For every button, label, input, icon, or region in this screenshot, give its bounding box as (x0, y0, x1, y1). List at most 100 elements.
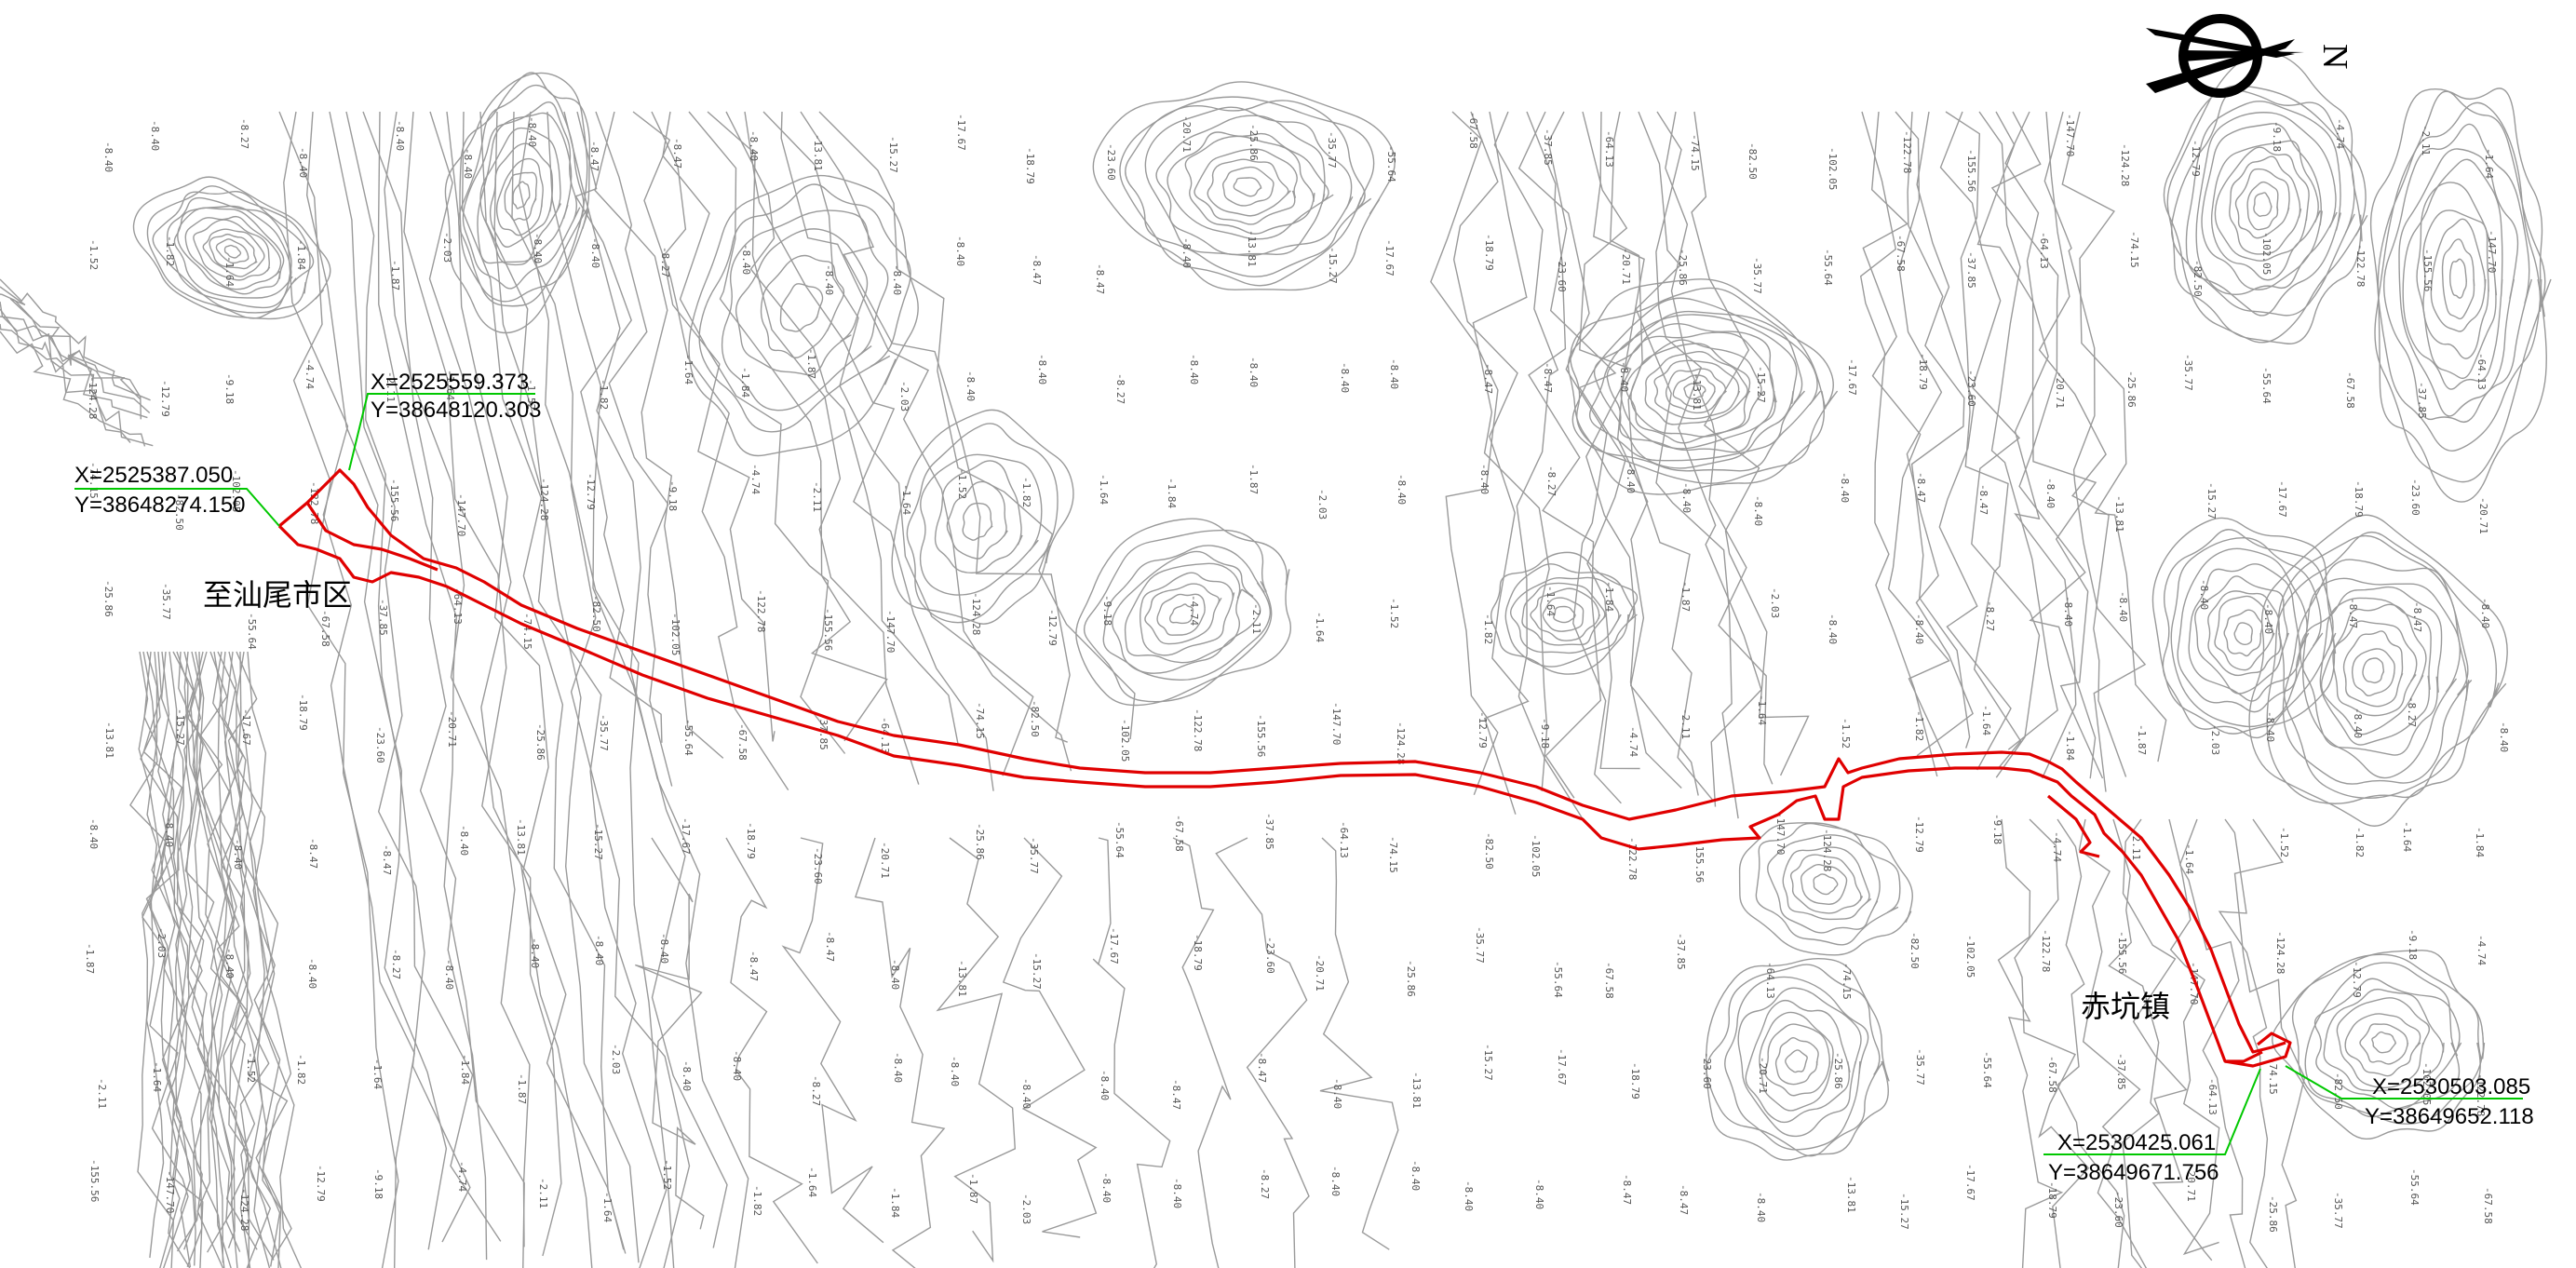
contour-hill-12-4 (2336, 997, 2431, 1089)
contour-hill-8-3 (1144, 583, 1222, 645)
elevation-label: -35.77 (160, 583, 172, 620)
contour-westmid-12 (479, 111, 640, 1263)
elevation-label: -102.05 (669, 613, 681, 655)
contour-ridge-6 (1547, 111, 1640, 770)
elevation-label: -17.67 (240, 708, 252, 746)
elevation-label: -20.71 (1314, 954, 1326, 991)
elevation-label: -8.40 (658, 933, 670, 964)
elevation-label: -23.60 (1105, 143, 1117, 181)
elevation-label: -74.15 (521, 613, 533, 650)
contour-hill-10-1 (1813, 873, 1839, 896)
elevation-label: -8.40 (1680, 482, 1693, 513)
contour-east-2 (1895, 111, 1974, 757)
contour-hill-3-13 (1570, 287, 1839, 484)
elevation-label: -18.79 (1192, 934, 1204, 971)
road-junction-east (2046, 794, 2100, 858)
contour-west-29 (247, 651, 303, 1268)
contour-hill-3-11 (1588, 310, 1806, 462)
coord-nw-upper-y: Y=38648120.303 (371, 398, 542, 423)
elevation-label: -25.86 (974, 823, 986, 860)
contour-west-14 (191, 651, 224, 1263)
elevation-label: -8.40 (1180, 237, 1193, 268)
elevation-label: -122.78 (2040, 929, 2052, 972)
elevation-label: -1.87 (967, 1173, 979, 1204)
contour-hill-14-1 (962, 502, 993, 541)
contour-ridge-7 (1579, 111, 1682, 789)
contour-hill-5-7 (2398, 148, 2519, 417)
elevation-label: -8.40 (526, 116, 538, 147)
contour-hill-14-2 (946, 480, 1008, 560)
contour-southeast-0 (1997, 818, 2064, 1268)
contour-hill-12-6 (2313, 978, 2462, 1111)
north-letter: N (2315, 44, 2354, 69)
contour-east-11 (2038, 111, 2127, 777)
elevation-label: -82.50 (1483, 832, 1495, 870)
contour-hill-4-10 (2170, 89, 2355, 317)
elevation-label: -18.79 (1024, 147, 1036, 184)
elevation-label: -147.70 (455, 493, 467, 536)
elevation-label: -1.82 (2353, 827, 2366, 857)
elevation-label: -124.28 (1395, 722, 1407, 764)
elevation-label: -64.13 (2206, 1078, 2219, 1115)
contour-southeast-2 (2056, 818, 2125, 1268)
elevation-label: -9.18 (1101, 595, 1113, 626)
contour-hill-0-3 (209, 233, 258, 270)
elevation-label: -8.47 (1094, 263, 1106, 294)
contour-hill-4-4 (2229, 155, 2302, 255)
contour-edge-4 (0, 308, 148, 419)
contour-hill-12-5 (2323, 988, 2445, 1092)
contour-west-0 (137, 651, 175, 1268)
contour-ridge-0 (1430, 111, 1499, 796)
contour-edge-7 (0, 330, 146, 447)
elevation-label: -17.67 (1556, 1048, 1568, 1086)
contour-north-13 (818, 111, 1136, 740)
contour-hill-7-2 (2351, 648, 2395, 697)
contour-north-6 (688, 111, 888, 742)
elevation-label: -8.40 (1752, 495, 1764, 526)
elevation-label: -124.28 (2274, 931, 2286, 974)
contour-hill-3-9 (1606, 323, 1777, 453)
elevation-label: -8.40 (149, 120, 161, 151)
contour-hill-5-11 (2369, 88, 2547, 503)
elevation-label: -15.27 (1482, 1044, 1494, 1081)
elevation-label: -20.71 (1757, 1057, 1769, 1094)
elevation-label: -20.71 (446, 710, 458, 748)
elevation-label: -17.67 (955, 114, 967, 151)
elevation-label: -155.56 (388, 479, 400, 521)
elevation-label: -25.86 (1248, 124, 1260, 161)
elevation-label: -2.03 (441, 232, 453, 263)
contour-hill-11-6 (1737, 987, 1862, 1138)
contour-hill-3-2 (1672, 374, 1716, 408)
elevation-label: -155.56 (1965, 149, 1977, 192)
elevation-label: -18.79 (297, 694, 309, 731)
contour-east-6 (1939, 111, 2041, 778)
contour-hill-3-10 (1593, 314, 1798, 469)
leader-se-right (2285, 1065, 2523, 1099)
elevation-label: -12.79 (1477, 711, 1489, 749)
elevation-label: -1.52 (661, 1159, 673, 1190)
contour-west-17 (187, 651, 240, 1268)
contour-hill-7-11 (2266, 531, 2500, 804)
elevation-label: -8.40 (2117, 591, 2129, 622)
elevation-label: -8.40 (1839, 472, 1851, 503)
elevation-label: -82.50 (173, 493, 185, 531)
elevation-label: -8.40 (891, 264, 903, 295)
elevation-label: -8.27 (1114, 373, 1126, 404)
elevation-label: -122.78 (1901, 130, 1913, 173)
contour-westmid-5 (362, 111, 488, 1261)
contour-hill-4-11 (2163, 85, 2368, 344)
contour-south-7 (1172, 837, 1232, 1268)
elevation-label: -155.56 (2421, 249, 2434, 291)
elevation-label: -67.58 (736, 723, 749, 761)
elevation-label: -122.78 (2475, 1073, 2487, 1116)
contour-hill-1-6 (477, 112, 573, 264)
elevation-label: -8.40 (589, 237, 601, 268)
contour-hill-0-2 (215, 238, 250, 264)
elevation-label: -2.11 (1679, 708, 1692, 739)
elevation-label: -13.81 (2113, 495, 2125, 533)
leader-nw-upper (348, 393, 535, 471)
elevation-label: -1.52 (88, 239, 100, 270)
elevation-label: -1.82 (1020, 477, 1032, 507)
elevation-label: -102.05 (1827, 147, 1839, 190)
contour-hill-13-1 (779, 283, 824, 332)
